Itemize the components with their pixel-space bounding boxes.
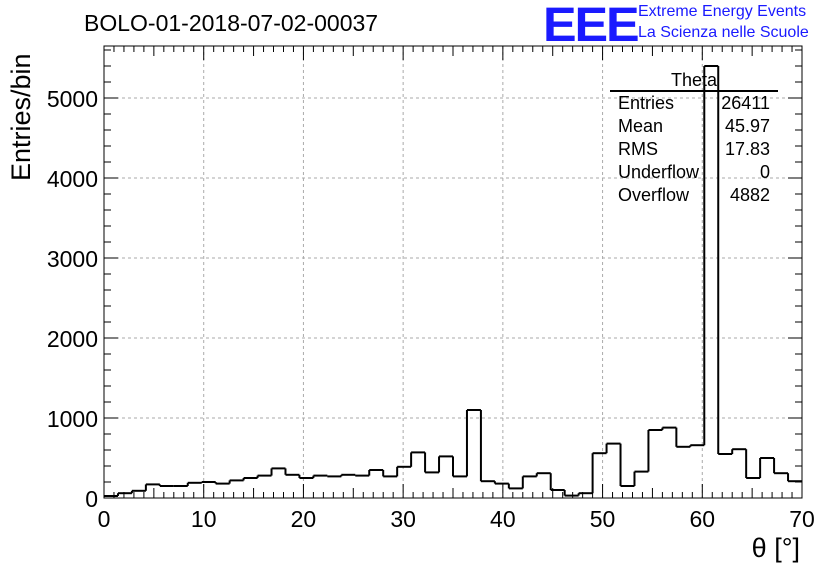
stats-label: Underflow xyxy=(618,162,700,182)
stats-label: RMS xyxy=(618,139,658,159)
logo-subtitle-2: La Scienza nelle Scuole xyxy=(638,24,809,41)
stats-row-underflow: Underflow 0 xyxy=(610,161,778,184)
axis-ticks xyxy=(103,46,803,499)
axis-tick-labels: 0 10 20 30 40 50 60 70 0 1000 2000 3000 4000 5000 xyxy=(47,86,815,532)
stats-row-rms: RMS 17.83 xyxy=(610,138,778,161)
y-tick-label: 1000 xyxy=(47,406,98,432)
logo-subtitle-1: Extreme Energy Events xyxy=(638,3,807,20)
x-tick-label: 40 xyxy=(490,506,516,532)
eee-logo: EEE xyxy=(543,0,640,52)
stats-value: 26411 xyxy=(721,93,770,113)
stats-row-overflow: Overflow 4882 xyxy=(610,184,778,207)
stats-label: Mean xyxy=(618,116,664,136)
y-tick-label: 3000 xyxy=(47,246,98,272)
x-tick-label: 60 xyxy=(689,506,715,532)
stats-value: 45.97 xyxy=(724,116,770,136)
stats-row-entries: Entries 26411 xyxy=(610,92,778,115)
x-tick-label: 50 xyxy=(590,506,616,532)
histogram-bars xyxy=(104,65,802,497)
stats-value: 0 xyxy=(759,162,770,182)
x-tick-label: 0 xyxy=(98,506,111,532)
x-tick-label: 10 xyxy=(191,506,217,532)
x-tick-label: 70 xyxy=(789,506,815,532)
stats-box: Theta Entries 26411 Mean 45.97 RMS 17.83… xyxy=(610,70,778,207)
stats-value: 4882 xyxy=(729,185,770,205)
y-tick-label: 2000 xyxy=(47,326,98,352)
chart-title: BOLO-01-2018-07-02-00037 xyxy=(84,10,379,36)
x-tick-label: 30 xyxy=(390,506,416,532)
y-tick-label: 5000 xyxy=(47,86,98,112)
y-tick-label: 4000 xyxy=(47,166,98,192)
x-tick-label: 20 xyxy=(291,506,317,532)
stats-title: Theta xyxy=(610,70,778,92)
x-axis-label: θ [°] xyxy=(751,533,800,563)
y-axis-label: Entries/bin xyxy=(6,53,36,181)
y-tick-label: 0 xyxy=(85,486,98,512)
stats-label: Overflow xyxy=(618,185,690,205)
stats-label: Entries xyxy=(618,93,675,113)
stats-row-mean: Mean 45.97 xyxy=(610,115,778,138)
grid-lines xyxy=(104,46,802,498)
stats-value: 17.83 xyxy=(724,139,770,159)
